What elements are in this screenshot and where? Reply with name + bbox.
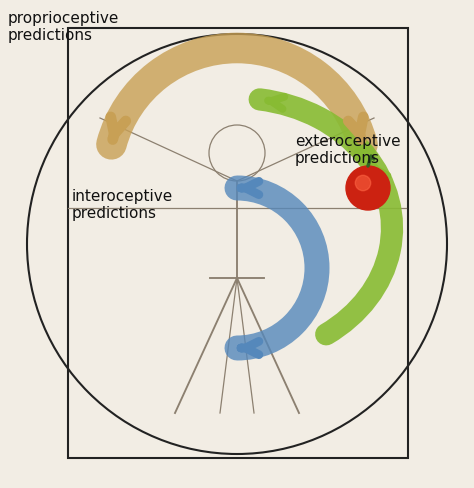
Text: exteroceptive
predictions: exteroceptive predictions	[295, 134, 401, 166]
Bar	[68, 29, 408, 458]
Text: proprioceptive
predictions: proprioceptive predictions	[8, 11, 119, 43]
Circle shape	[356, 176, 371, 191]
Text: interoceptive
predictions: interoceptive predictions	[72, 189, 173, 221]
Circle shape	[346, 167, 390, 210]
